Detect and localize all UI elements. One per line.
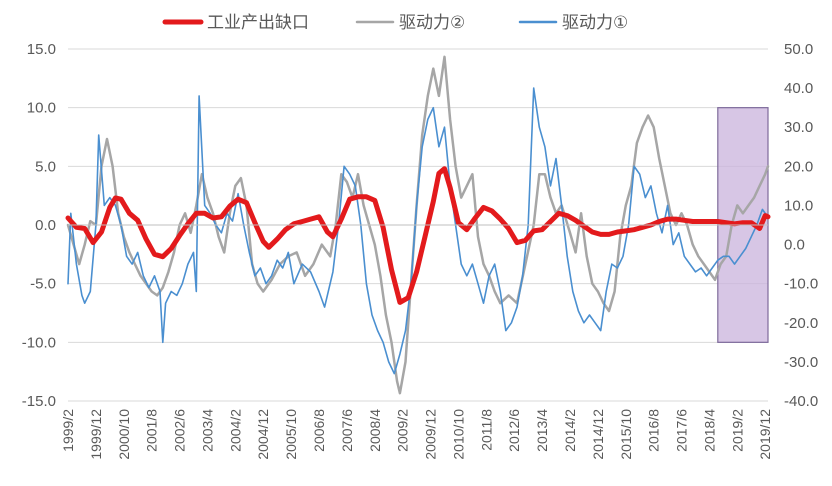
x-tick-label: 2007/6	[339, 409, 355, 452]
x-tick-label: 2018/4	[701, 409, 717, 452]
x-tick-label: 2011/8	[478, 409, 494, 451]
y-right-tick-label: 10.0	[784, 197, 813, 214]
x-tick-label: 1999/12	[88, 409, 104, 460]
x-tick-label: 2009/2	[395, 409, 411, 452]
x-tick-label: 2014/12	[590, 409, 606, 460]
x-tick-label: 2017/6	[674, 409, 690, 452]
y-left-tick-label: 0.0	[35, 217, 56, 234]
y-left-tick-label: 5.0	[35, 158, 56, 175]
y-left-tick-label: -15.0	[22, 393, 56, 410]
x-tick-label: 2019/12	[757, 409, 773, 460]
y-left-tick-label: 10.0	[27, 100, 56, 117]
y-axis-left: 15.0 10.0 5.0 0.0 -5.0 -10.0 -15.0	[22, 41, 56, 410]
y-right-tick-label: -40.0	[784, 393, 818, 410]
x-tick-label: 2015/10	[618, 409, 634, 460]
x-tick-label: 2005/10	[283, 409, 299, 460]
y-axis-right: 50.0 40.0 30.0 20.0 10.0 0.0 -10.0 -20.0 -30.0 -4…	[784, 41, 818, 410]
y-right-tick-label: 0.0	[784, 237, 805, 254]
x-tick-label: 2009/12	[423, 409, 439, 460]
y-right-tick-label: 50.0	[784, 41, 813, 58]
legend: 工业产出缺口 驱动力② 驱动力①	[162, 13, 628, 33]
x-tick-label: 2004/2	[227, 409, 243, 452]
series-line-3	[67, 87, 769, 375]
x-axis: 1999/2 1999/12 2000/10 2001/8 2002/6 2003/4 20…	[60, 224, 773, 460]
x-tick-label: 2010/10	[450, 409, 466, 460]
x-tick-label: 2008/4	[367, 409, 383, 452]
x-tick-label: 2001/8	[144, 409, 160, 452]
x-tick-label: 2006/8	[311, 409, 327, 452]
x-tick-label: 2016/8	[646, 409, 662, 452]
x-tick-label: 2013/4	[534, 409, 550, 452]
y-right-tick-label: 20.0	[784, 158, 813, 175]
y-right-tick-label: 30.0	[784, 119, 813, 136]
x-tick-label: 2012/6	[506, 409, 522, 452]
y-left-tick-label: -10.0	[22, 334, 56, 351]
y-right-tick-label: 40.0	[784, 80, 813, 97]
x-tick-label: 1999/2	[60, 409, 76, 452]
x-tick-label: 2019/2	[729, 409, 745, 452]
x-tick-label: 2003/4	[199, 409, 215, 452]
legend-label-1: 工业产出缺口	[207, 13, 309, 33]
y-right-tick-label: -20.0	[784, 315, 818, 332]
x-tick-label: 2004/12	[255, 409, 271, 460]
y-left-tick-label: -5.0	[30, 276, 56, 293]
legend-label-3: 驱动力①	[562, 13, 628, 33]
x-tick-label: 2000/10	[116, 409, 132, 460]
legend-label-2: 驱动力②	[399, 13, 465, 33]
x-tick-label: 2014/2	[562, 409, 578, 452]
y-right-tick-label: -30.0	[784, 354, 818, 371]
series-line-1	[65, 166, 771, 305]
x-tick-label: 2002/6	[172, 409, 188, 452]
y-left-tick-label: 15.0	[27, 41, 56, 58]
y-right-tick-label: -10.0	[784, 276, 818, 293]
